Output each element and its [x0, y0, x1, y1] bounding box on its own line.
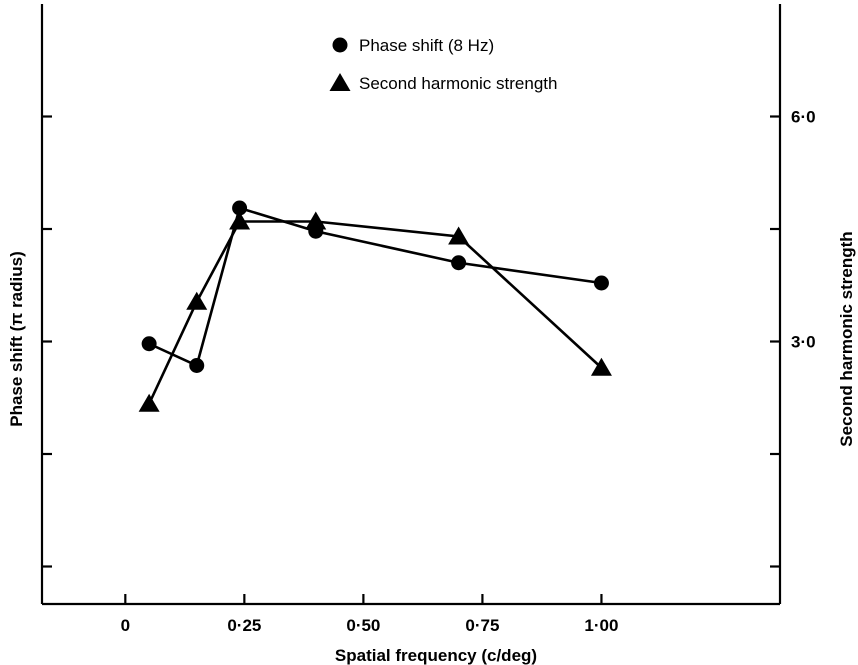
axes	[40, 4, 782, 606]
x-tick-label: 1·00	[584, 616, 618, 635]
x-tick-label: 0·75	[465, 616, 499, 635]
series-line	[147, 220, 603, 405]
legend-marker-triangle	[329, 73, 351, 91]
data-point-triangle	[590, 357, 612, 376]
ticks: 0 0·25 0·50 0·75 1·00 3·0 6·0	[42, 108, 816, 635]
data-point-circle	[189, 358, 205, 373]
series-layer	[138, 200, 612, 412]
legend: Phase shift (8 Hz) Second harmonic streng…	[329, 36, 557, 93]
y-right-tick-label: 3·0	[791, 333, 816, 352]
data-point-triangle	[186, 291, 208, 310]
y-axis-left-title: Phase shift (π radius)	[7, 251, 26, 427]
x-axis-title: Spatial frequency (c/deg)	[335, 646, 537, 665]
y-axis-right-title: Second harmonic strength	[837, 231, 856, 446]
data-point-circle	[451, 255, 467, 271]
x-tick-label: 0·25	[227, 616, 261, 635]
data-point-circle	[141, 336, 157, 352]
data-point-triangle	[305, 211, 327, 230]
y-right-tick-label: 6·0	[791, 108, 816, 127]
series-phase-shift	[141, 200, 609, 373]
data-point-circle	[232, 200, 248, 216]
x-tick-label: 0·50	[346, 616, 380, 635]
legend-label: Phase shift (8 Hz)	[359, 36, 494, 55]
data-point-triangle	[448, 226, 470, 245]
legend-marker-circle	[332, 37, 348, 53]
legend-label: Second harmonic strength	[359, 74, 557, 93]
data-point-circle	[593, 275, 609, 291]
series-second-harmonic	[138, 211, 612, 412]
legend-item: Second harmonic strength	[329, 73, 557, 93]
data-point-triangle	[229, 211, 251, 230]
x-tick-label: 0	[121, 616, 130, 635]
legend-item: Phase shift (8 Hz)	[332, 36, 494, 55]
series-line	[148, 206, 602, 368]
data-point-triangle	[138, 393, 160, 412]
